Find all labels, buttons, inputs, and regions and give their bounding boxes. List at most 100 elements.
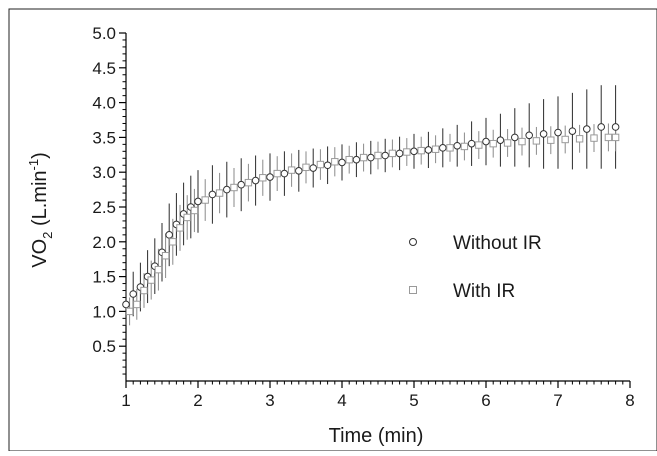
legend-marker-without-ir [409,238,417,246]
point-with-ir [460,142,469,151]
data-markers [122,123,620,316]
y-ticks: 0.5 1.0 1.5 2.0 2.5 3.0 3.5 4.0 4.5 5.0 [92,24,126,375]
point-without-ir [439,144,447,152]
point-with-ir [230,183,238,192]
y-tick-label: 1.5 [92,268,116,287]
y-axis-label-unit: (L.min [29,170,51,231]
x-axis-label: Time (min) [329,425,424,447]
point-without-ir [554,128,562,137]
point-with-ir [561,135,569,144]
point-without-ir [525,131,534,140]
point-with-ir [190,206,199,215]
point-with-ir [273,169,281,178]
point-with-ir [518,137,526,146]
point-with-ir [503,139,512,147]
y-tick-label: 2.0 [92,233,116,252]
point-without-ir [539,130,548,138]
point-with-ir [244,178,253,187]
point-with-ir [417,146,425,155]
point-without-ir [395,149,404,158]
point-without-ir [453,141,462,150]
point-without-ir [122,300,130,309]
y-axis-label: VO2 (L.min-1) [26,152,55,268]
point-with-ir [133,300,141,309]
point-without-ir [410,147,418,156]
point-without-ir [129,290,137,298]
point-without-ir [237,180,245,189]
point-with-ir [604,133,613,142]
x-tick-label: 8 [625,391,634,410]
legend-label-with-ir: With IR [453,281,515,302]
point-without-ir [338,158,346,167]
x-tick-label: 4 [337,391,346,410]
y-tick-label: 4.0 [92,94,116,113]
point-without-ir [511,133,519,142]
point-with-ir [147,276,155,284]
point-with-ir [331,158,339,166]
point-without-ir [467,139,476,148]
x-ticks: 1 2 3 4 5 6 7 8 [121,381,635,410]
legend-marker-with-ir [409,286,417,294]
point-with-ir [201,196,209,204]
x-tick-label: 6 [481,391,490,410]
point-with-ir [176,224,184,232]
point-without-ir [482,137,490,146]
error-bars [125,85,617,326]
point-with-ir [345,155,353,164]
point-with-ir [374,151,382,160]
point-with-ir [403,148,411,156]
point-without-ir [165,231,173,239]
point-without-ir [309,164,318,172]
point-with-ir [140,286,148,295]
point-with-ir [611,133,620,142]
point-with-ir [302,163,310,172]
point-with-ir [547,136,555,144]
y-tick-label: 3.5 [92,128,116,147]
point-with-ir [489,139,497,148]
point-without-ir [568,127,577,135]
y-tick-label: 1.0 [92,302,116,321]
point-with-ir [154,265,163,274]
point-without-ir [424,146,433,154]
x-tick-label: 7 [553,391,562,410]
point-without-ir [323,161,332,170]
y-axis-label-sup: -1 [26,159,41,171]
point-with-ir [532,137,541,145]
point-without-ir [295,167,303,175]
y-tick-label: 0.5 [92,337,116,356]
y-tick-label: 3.0 [92,163,116,182]
y-tick-label: 2.5 [92,198,116,217]
x-tick-label: 2 [193,391,202,410]
point-with-ir [183,213,191,222]
legend: Without IR With IR [409,233,542,302]
point-without-ir [496,136,505,144]
legend-label-without-ir: Without IR [453,233,542,254]
point-with-ir [575,135,584,143]
point-without-ir [583,125,591,133]
point-without-ir [381,151,390,160]
y-tick-label: 4.5 [92,59,116,78]
point-with-ir [259,174,267,182]
point-with-ir [475,141,483,149]
point-with-ir [161,252,170,260]
point-without-ir [352,155,361,164]
point-without-ir [266,173,274,181]
x-tick-label: 1 [121,391,130,410]
point-with-ir [431,145,440,153]
point-without-ir [223,185,231,194]
x-tick-label: 3 [265,391,274,410]
point-with-ir [125,307,134,316]
point-without-ir [208,190,217,199]
point-with-ir [359,153,368,162]
point-without-ir [367,153,375,162]
y-axis-label-close: ) [29,152,51,159]
point-without-ir [597,123,606,131]
point-with-ir [316,160,325,169]
point-without-ir [251,176,260,185]
y-tick-label: 5.0 [92,24,116,43]
point-without-ir [194,197,202,206]
point-with-ir [169,238,177,246]
point-without-ir [280,169,289,178]
